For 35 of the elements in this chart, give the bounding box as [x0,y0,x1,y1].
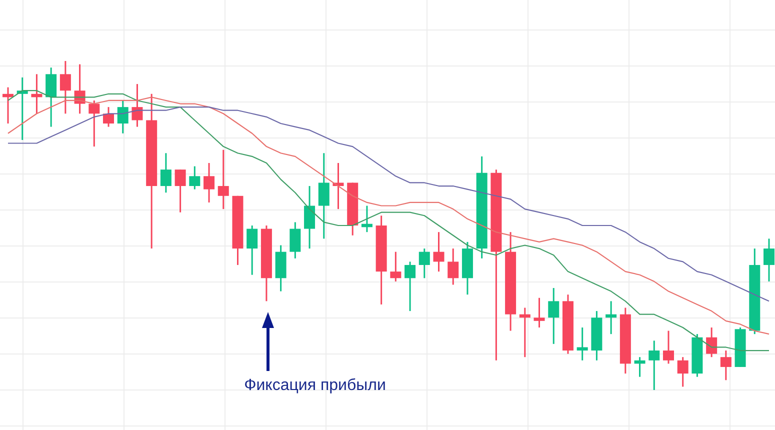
candlestick [160,152,172,194]
candlestick [433,231,444,272]
candlestick [132,83,143,128]
candlestick [174,168,186,214]
candlestick [576,326,588,362]
candlestick [720,350,732,381]
candlestick [706,326,718,358]
candlestick [634,356,646,378]
candlestick [31,73,42,114]
candlestick [519,307,530,358]
candlestick [390,251,402,282]
candlestick [361,205,372,233]
candlestick [677,356,688,388]
candlestick [46,66,57,128]
candlestick [246,224,258,276]
candlestick [534,297,545,328]
candlestick [189,166,200,190]
candlestick [418,248,430,279]
candlestick [648,340,660,391]
candlestick [404,260,416,312]
candlestick [606,300,617,335]
candlestick [662,330,674,364]
candlestick [103,106,114,128]
candlestick [764,238,774,282]
candlestick [318,152,330,240]
candlestick [548,287,560,345]
candlestick [60,60,71,114]
candlestick [218,149,229,210]
annotation: Фиксация прибыли [244,377,386,394]
candlestick [204,162,215,204]
candlestick [448,248,459,286]
candlestick [117,100,128,134]
candlestick [88,100,100,148]
candlestick [290,221,301,260]
candlestick [304,185,316,250]
